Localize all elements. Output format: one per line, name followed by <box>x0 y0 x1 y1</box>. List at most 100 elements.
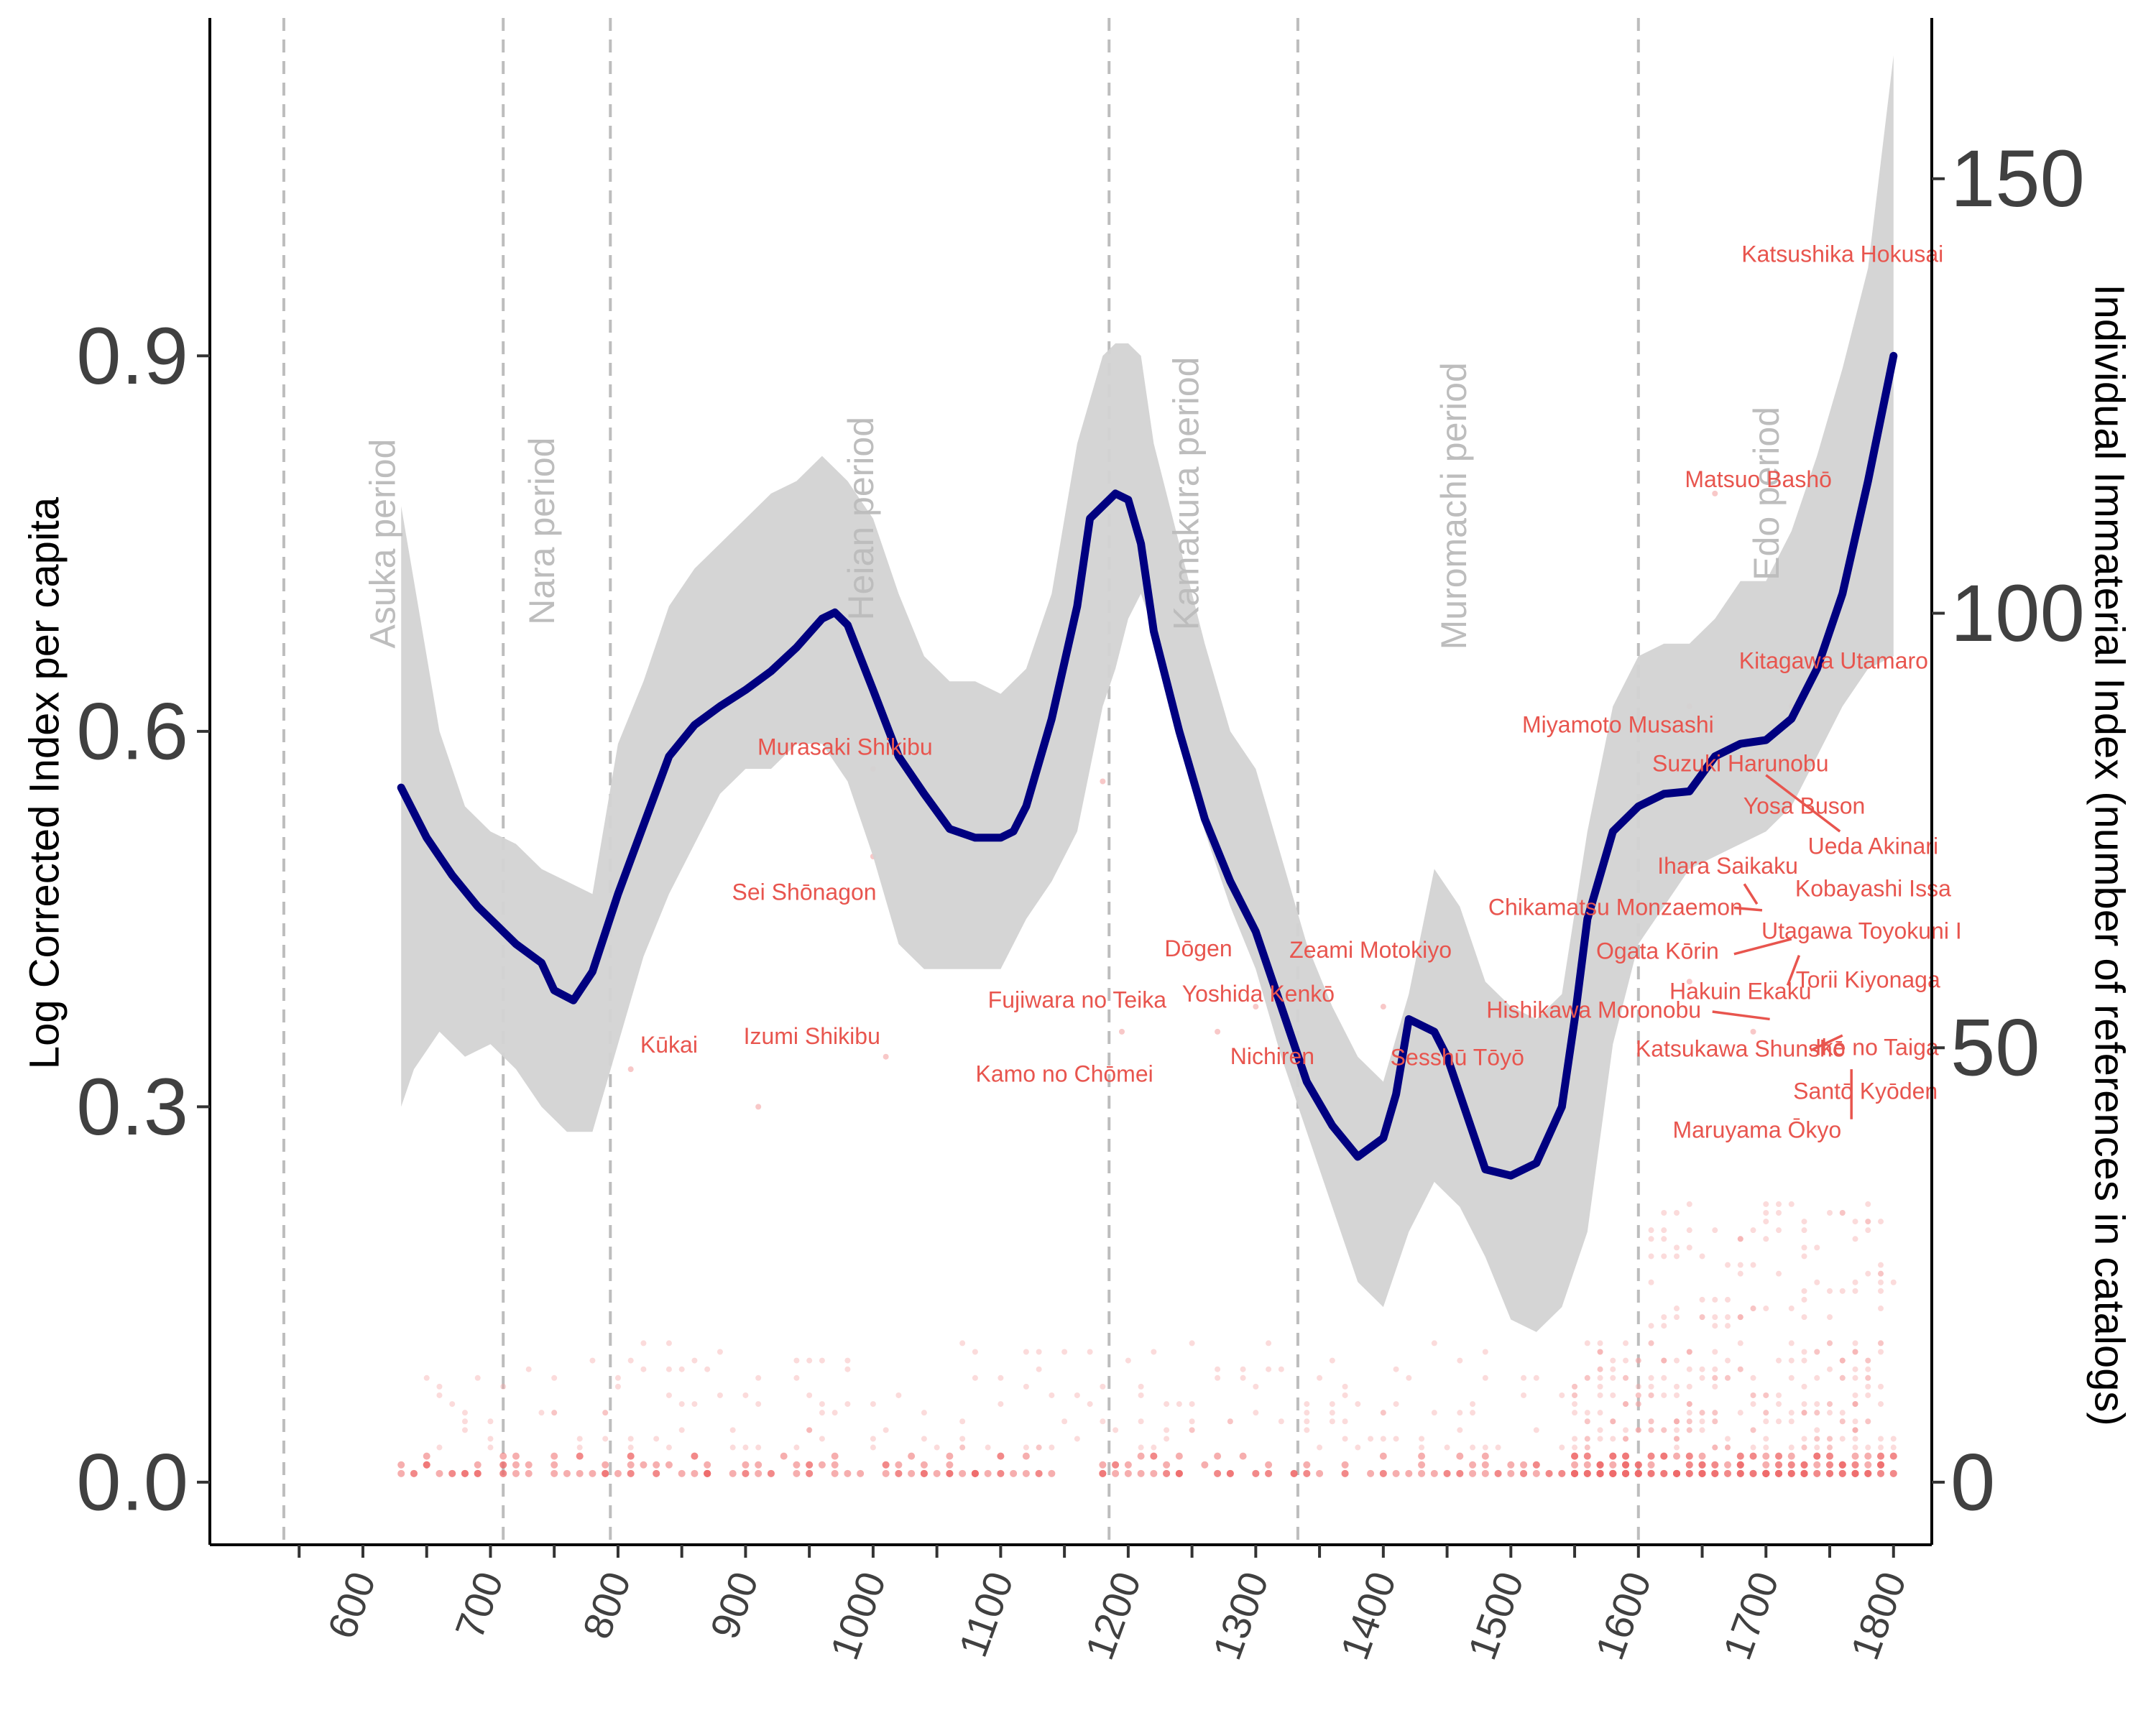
scatter-point <box>920 1469 928 1477</box>
scatter-point <box>1737 1314 1743 1321</box>
scatter-point <box>1419 1444 1425 1451</box>
scatter-point <box>1648 1279 1654 1285</box>
scatter-point <box>1852 1427 1858 1433</box>
scatter-point <box>1342 1392 1348 1398</box>
scatter-point <box>998 1374 1004 1381</box>
scatter-point <box>1597 1349 1603 1355</box>
scatter-point <box>423 1461 430 1469</box>
scatter-point <box>1163 1469 1171 1477</box>
scatter-point <box>1253 1410 1259 1416</box>
scatter-point <box>1647 1461 1655 1469</box>
scatter-point <box>1851 1452 1859 1460</box>
scatter-point <box>1597 1436 1603 1442</box>
scatter-point <box>1763 1306 1769 1312</box>
person-label: Izumi Shikibu <box>744 1023 880 1049</box>
scatter-point <box>1597 1374 1603 1381</box>
scatter-point <box>1686 1410 1692 1416</box>
scatter-point <box>1852 1374 1858 1381</box>
scatter-point <box>959 1340 966 1346</box>
scatter-point <box>1763 1392 1769 1398</box>
scatter-point <box>1775 1461 1783 1469</box>
scatter-point <box>1698 1452 1706 1460</box>
scatter-point <box>551 1374 558 1381</box>
scatter-point <box>461 1427 468 1433</box>
annotation-leaders <box>1712 774 1853 1119</box>
scatter-point <box>1864 1452 1872 1460</box>
scatter-point <box>1635 1383 1641 1390</box>
scatter-point <box>1801 1410 1807 1416</box>
scatter-point <box>1609 1452 1617 1460</box>
scatter-point <box>627 1066 634 1073</box>
scatter-point <box>1865 1219 1871 1225</box>
scatter-point <box>1572 1383 1578 1390</box>
scatter-point <box>1776 1418 1782 1425</box>
scatter-point <box>1749 1469 1757 1477</box>
scatter-point <box>1813 1469 1821 1477</box>
scatter-point <box>1814 1279 1820 1285</box>
scatter-point <box>1686 1201 1692 1207</box>
scatter-point <box>1342 1436 1348 1442</box>
scatter-point <box>1124 1461 1132 1469</box>
scatter-point <box>1545 1469 1553 1477</box>
scatter-point <box>474 1461 482 1469</box>
scatter-point <box>1878 1340 1884 1346</box>
scatter-point <box>1648 1323 1654 1329</box>
scatter-point <box>1164 1436 1170 1442</box>
scatter-point <box>1865 1270 1871 1277</box>
scatter-point <box>1686 1427 1692 1433</box>
scatter-point <box>1623 1427 1629 1433</box>
scatter-point <box>499 1469 507 1477</box>
scatter-point <box>755 1469 763 1477</box>
scatter-point <box>1061 1349 1068 1355</box>
scatter-point <box>844 1469 852 1477</box>
scatter-point <box>1317 1374 1323 1381</box>
scatter-point <box>1661 1357 1667 1364</box>
x-tick-label: 1100 <box>950 1566 1022 1663</box>
scatter-point <box>653 1469 660 1477</box>
scatter-point <box>997 1452 1005 1460</box>
scatter-point <box>1215 1374 1221 1381</box>
scatter-point <box>1470 1401 1476 1408</box>
scatter-point <box>410 1469 418 1477</box>
scatter-point <box>1852 1219 1858 1225</box>
scatter-point <box>1801 1288 1807 1294</box>
scatter-point <box>806 1427 813 1433</box>
scatter-point <box>1826 1452 1834 1460</box>
scatter-point <box>1674 1209 1680 1216</box>
scatter-point <box>1100 1418 1106 1425</box>
scatter-point <box>576 1452 584 1460</box>
scatter-point <box>1878 1340 1884 1346</box>
person-label: Ihara Saikaku <box>1657 853 1798 879</box>
scatter-point <box>1699 1366 1705 1372</box>
scatter-point <box>1801 1436 1807 1442</box>
y-axis-right-title: Individual Immaterial Index (number of r… <box>2086 284 2133 1426</box>
scatter-point <box>729 1444 736 1451</box>
scatter-point <box>525 1366 532 1372</box>
scatter-point <box>1712 1418 1718 1425</box>
scatter-point <box>1151 1349 1157 1355</box>
scatter-point <box>1674 1383 1680 1390</box>
scatter-point <box>487 1418 494 1425</box>
scatter-point <box>576 1469 584 1477</box>
scatter-point <box>1048 1469 1056 1477</box>
scatter-point <box>1610 1418 1616 1425</box>
y-right-tick-label: 0 <box>1950 1437 1995 1527</box>
scatter-point <box>1418 1469 1426 1477</box>
scatter-point <box>1674 1436 1680 1442</box>
scatter-point <box>1686 1349 1692 1355</box>
scatter-point <box>1635 1392 1641 1398</box>
scatter-point <box>1584 1444 1590 1451</box>
scatter-point <box>1533 1374 1539 1381</box>
scatter-point <box>704 1366 711 1372</box>
scatter-point <box>755 1461 763 1469</box>
scatter-point <box>691 1469 699 1477</box>
scatter-point <box>1712 1366 1718 1372</box>
scatter-point <box>1648 1392 1654 1398</box>
scatter-point <box>1827 1444 1833 1451</box>
scatter-point <box>550 1461 558 1469</box>
scatter-point <box>1482 1444 1488 1451</box>
period-labels: Asuka period Nara period Heian period Kamak… <box>362 357 1787 650</box>
scatter-point <box>1226 1469 1234 1477</box>
scatter-point <box>1763 1410 1769 1416</box>
scatter-point <box>1266 1340 1272 1346</box>
